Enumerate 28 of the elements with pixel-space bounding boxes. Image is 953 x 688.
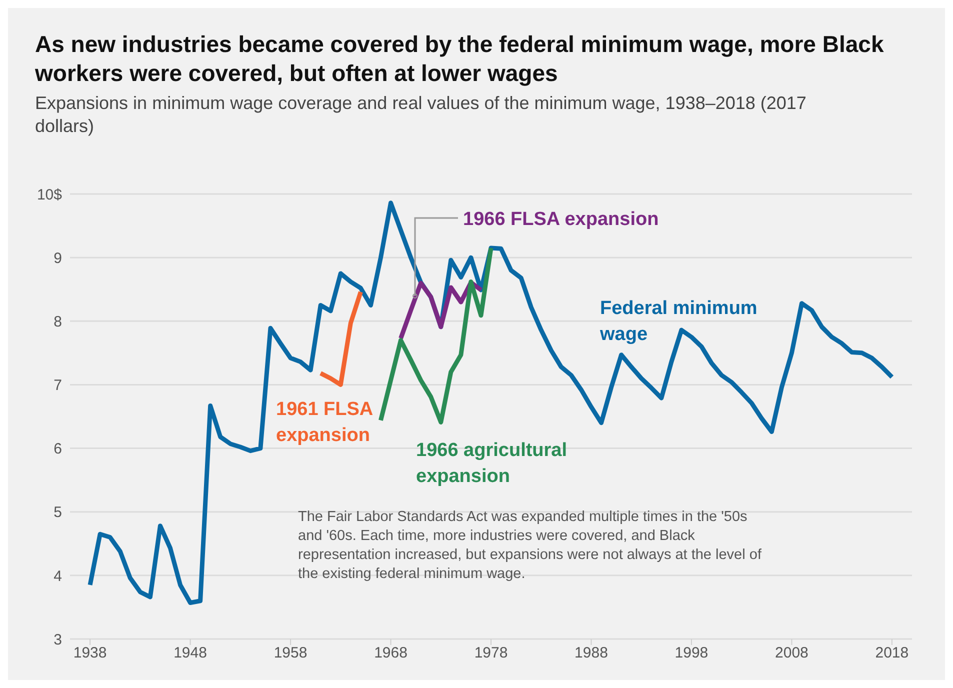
x-tick-label: 1958 bbox=[274, 644, 308, 662]
x-tick-label: 2018 bbox=[875, 644, 909, 662]
chart-title: As new industries became covered by the federal minimum wage, more Black workers were covered, but often at lower wages bbox=[35, 30, 885, 88]
x-tick-label: 1938 bbox=[73, 644, 107, 662]
text: 1966 FLSA expansion bbox=[463, 208, 660, 232]
y-tick-label: 5 bbox=[54, 504, 62, 522]
x-tick-label: 1998 bbox=[674, 644, 708, 662]
annotation: The Fair Labor Standards Act was expanded multiple times in the '50s and '60s. Each time, more industries were covered, and Black representation increased, but expansions were not always at the level of the existing federal minimum wage. bbox=[298, 508, 762, 584]
y-tick-label: 3 bbox=[54, 631, 62, 648]
y-tick-label: 6 bbox=[54, 440, 62, 458]
x-tick-label: 1988 bbox=[574, 644, 608, 662]
y-tick-label: 9 bbox=[54, 250, 62, 267]
x-tick-label: 1978 bbox=[474, 644, 508, 662]
line-series bbox=[88, 200, 894, 606]
x-tick-label: 1948 bbox=[174, 644, 207, 662]
y-tick-label: 8 bbox=[54, 313, 62, 330]
x-tick-label: 2008 bbox=[775, 644, 808, 662]
chart-subtitle: Expansions in minimum wage coverage and real values of the minimum wage, 1938–2018 (2017 dollars) bbox=[35, 92, 808, 138]
y-tick-label: 4 bbox=[54, 568, 62, 585]
x-tick-label: 1968 bbox=[374, 644, 408, 662]
y-tick-label: 7 bbox=[54, 377, 62, 394]
y-tick-label: 10$ bbox=[36, 186, 63, 204]
series-label: 1966 agricultural expansion bbox=[416, 439, 568, 489]
series-label: Federal minimum wage bbox=[600, 297, 758, 347]
line-series bbox=[398, 280, 484, 341]
line-series bbox=[318, 290, 363, 387]
series-label: 1961 FLSA expansion bbox=[276, 398, 374, 448]
line-series bbox=[378, 246, 494, 424]
